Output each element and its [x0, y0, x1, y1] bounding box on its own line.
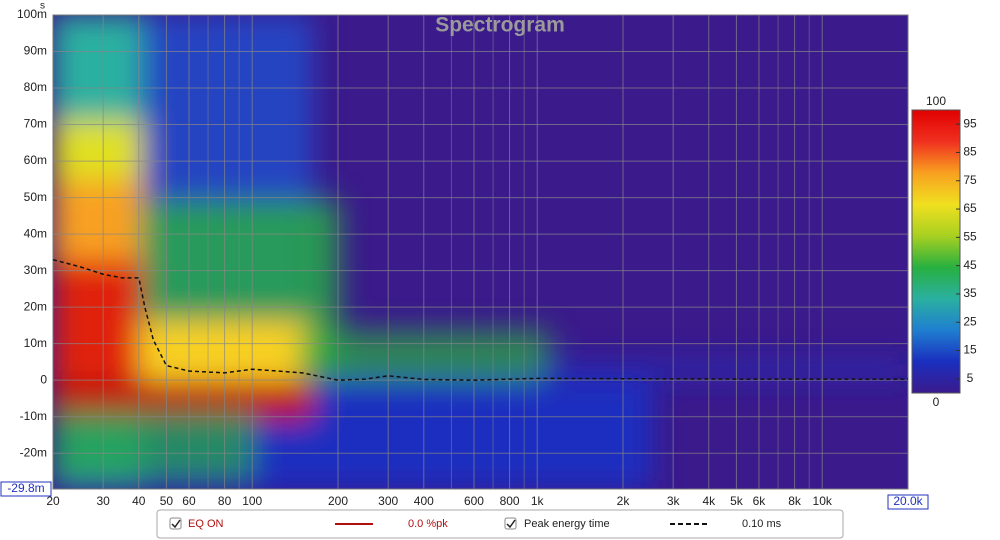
x-tick-label: 600 — [464, 494, 484, 508]
y-tick-label: 30m — [24, 263, 47, 277]
x-tick-label: 2k — [617, 494, 631, 508]
legend-box — [156, 509, 844, 539]
x-tick-label: 5k — [730, 494, 744, 508]
checkmark — [506, 519, 516, 529]
colorbar-label: 75 — [963, 173, 977, 187]
x-tick-label: 3k — [667, 494, 681, 508]
colorbar-max: 100 — [926, 94, 946, 108]
x-tick-label: 30 — [97, 494, 111, 508]
x-tick-label: 20 — [46, 494, 60, 508]
plot-frame — [52, 14, 909, 490]
x-tick-label: 40 — [132, 494, 146, 508]
legend: EQ ON 0.0 %pk Peak energy time 0.10 ms — [169, 517, 782, 530]
y-unit: s — [40, 1, 45, 12]
y-tick-label: 0 — [40, 372, 47, 386]
colorbar-label: 15 — [963, 343, 977, 357]
x-tick-label: 1k — [531, 494, 545, 508]
y-tick-label: 80m — [24, 80, 47, 94]
y-tick-label: 100m — [17, 7, 47, 21]
legend-value: 0.0 %pk — [408, 518, 448, 530]
y-tick-label: 10m — [24, 336, 47, 350]
y-tick-label: -10m — [20, 409, 47, 423]
x-tick-label: 60 — [182, 494, 196, 508]
checkbox[interactable] — [504, 517, 517, 530]
x-tick-label: 400 — [414, 494, 434, 508]
x-max-box — [887, 494, 929, 510]
checkbox[interactable] — [169, 517, 182, 530]
x-tick-label: 8k — [788, 494, 802, 508]
checkmark — [171, 519, 181, 529]
colorbar-label: 25 — [963, 314, 977, 328]
x-tick-label: 300 — [378, 494, 398, 508]
y-tick-label: 40m — [24, 226, 47, 240]
colorbar-label: 95 — [963, 116, 977, 130]
y-tick-label: 50m — [24, 190, 47, 204]
y-tick-label: -20m — [20, 445, 47, 459]
x-max-label: 20.0k — [893, 494, 923, 508]
chart-title: Spectrogram — [435, 14, 565, 37]
y-tick-label: 70m — [24, 117, 47, 131]
x-tick-label: 200 — [328, 494, 348, 508]
colorbar-label: 85 — [963, 145, 977, 159]
y-tick-label: 90m — [24, 44, 47, 58]
legend-value: 0.10 ms — [742, 518, 782, 530]
colorbar — [911, 109, 961, 394]
colorbar-label: 55 — [963, 230, 977, 244]
legend-label: Peak energy time — [524, 518, 610, 530]
colorbar-label: 65 — [963, 201, 977, 215]
y-tick-label: 20m — [24, 299, 47, 313]
legend-label: EQ ON — [188, 518, 224, 530]
heatmap — [53, 15, 908, 489]
x-tick-label: 10k — [813, 494, 833, 508]
x-tick-label: 6k — [753, 494, 767, 508]
x-tick-label: 4k — [702, 494, 716, 508]
x-tick-label: 80 — [218, 494, 232, 508]
y-min-label: -29.8m — [7, 481, 44, 495]
colorbar-label: 5 — [967, 371, 974, 385]
peak-energy-line — [52, 258, 908, 381]
colorbar-label: 35 — [963, 286, 977, 300]
colorbar-min: 0 — [933, 395, 940, 409]
y-tick-label: 60m — [24, 153, 47, 167]
colorbar-label: 45 — [963, 258, 977, 272]
x-tick-label: 100 — [242, 494, 262, 508]
x-tick-label: 800 — [500, 494, 520, 508]
y-min-box — [0, 481, 52, 497]
x-tick-label: 50 — [160, 494, 174, 508]
